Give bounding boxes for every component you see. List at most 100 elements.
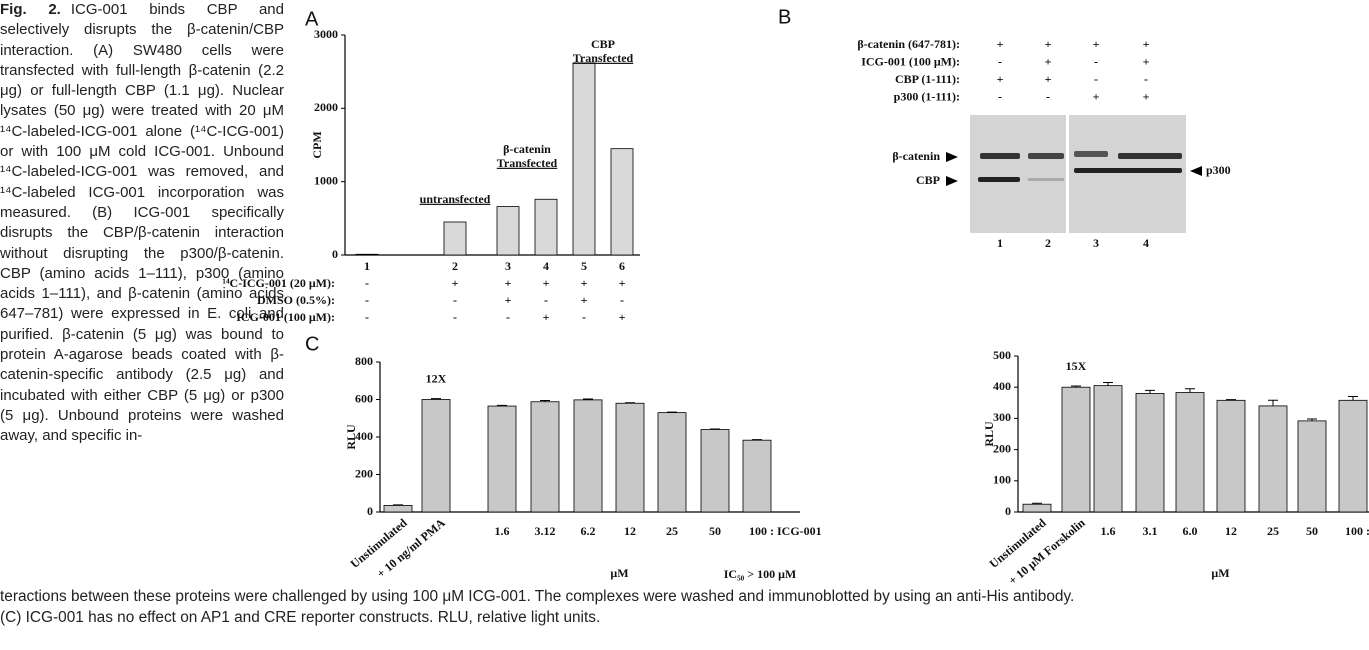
row-sign: +	[997, 37, 1004, 51]
y-tick-label: 400	[993, 379, 1011, 393]
y-axis-title: CPM	[310, 131, 324, 158]
arrow	[1190, 166, 1202, 176]
x-tick-label: 5	[581, 259, 587, 273]
y-tick-label: 2000	[314, 100, 338, 114]
row-sign: -	[1094, 54, 1098, 68]
y-tick-label: 200	[355, 466, 373, 480]
x-tick-label: 1.6	[1101, 524, 1116, 538]
x-tick-label: 12	[624, 524, 636, 538]
bar	[1217, 400, 1245, 512]
condition-sign: -	[506, 310, 510, 324]
bar	[1298, 421, 1326, 512]
x-tick-label: 3	[505, 259, 511, 273]
condition-sign: -	[544, 293, 548, 307]
page: Fig. 2.ICG-001 binds CBP and selectively…	[0, 0, 1369, 650]
condition-sign: +	[543, 276, 550, 290]
x-axis-title: μM	[610, 566, 628, 580]
bar	[616, 403, 644, 512]
error-bar	[625, 403, 635, 404]
x-tick-label: 3.12	[535, 524, 556, 538]
error-bar	[752, 440, 762, 441]
caption-line: teractions between these proteins were c…	[0, 587, 1074, 607]
row-sign: +	[1143, 54, 1150, 68]
note: IC₅₀ > 100 μM	[1284, 582, 1357, 585]
arrow	[946, 176, 958, 186]
x-tick-label: 50	[1306, 524, 1318, 538]
condition-sign: +	[452, 276, 459, 290]
condition-sign: -	[453, 310, 457, 324]
band-label: CBP	[916, 173, 940, 187]
bar	[658, 413, 686, 512]
x-tick-label: 1	[364, 259, 370, 273]
y-axis-title: RLU	[344, 424, 358, 450]
error-bar	[1348, 397, 1358, 401]
row-sign: +	[1093, 37, 1100, 51]
bar	[1023, 504, 1051, 512]
condition-sign: -	[582, 310, 586, 324]
note: IC₅₀ > 100 μM	[724, 567, 797, 581]
condition-sign: +	[581, 276, 588, 290]
annotation: β-catenin	[503, 142, 551, 156]
y-tick-label: 0	[367, 504, 373, 518]
x-tick-label: 6.0	[1183, 524, 1198, 538]
condition-sign: -	[620, 293, 624, 307]
y-tick-label: 0	[1005, 504, 1011, 518]
y-tick-label: 100	[993, 473, 1011, 487]
row-sign: +	[1093, 89, 1100, 103]
bar	[384, 505, 412, 512]
y-axis-title: RLU	[982, 421, 996, 447]
bar	[611, 149, 633, 255]
bar	[573, 63, 595, 255]
y-tick-label: 0	[332, 247, 338, 261]
error-bar	[393, 505, 403, 506]
x-tick-label: 25	[666, 524, 678, 538]
y-tick-label: 1000	[314, 173, 338, 187]
bar	[444, 222, 466, 255]
row-sign: -	[1144, 72, 1148, 86]
condition-sign: -	[365, 293, 369, 307]
x-axis-title: μM	[1211, 566, 1229, 580]
row-label: CBP (1-111):	[895, 72, 960, 86]
fold-label: 12X	[426, 371, 447, 385]
row-sign: +	[1143, 89, 1150, 103]
x-tick-label: 50	[709, 524, 721, 538]
panel-label: C	[305, 333, 319, 355]
bar	[1136, 393, 1164, 512]
arrow	[946, 152, 958, 162]
bar	[1176, 393, 1204, 512]
condition-label: ICG-001 (100 μM):	[236, 310, 335, 324]
bar	[701, 430, 729, 513]
bar	[535, 199, 557, 255]
row-sign: +	[1143, 37, 1150, 51]
x-tick-label: 1.6	[495, 524, 510, 538]
y-tick-label: 3000	[314, 27, 338, 41]
blot	[970, 115, 1186, 233]
band-label: p300	[1206, 163, 1231, 177]
lane-label: 4	[1143, 236, 1149, 250]
condition-sign: -	[365, 276, 369, 290]
bar	[531, 402, 559, 512]
annotation: untransfected	[420, 192, 491, 206]
condition-sign: +	[581, 293, 588, 307]
lane-label: 1	[997, 236, 1003, 250]
row-label: p300 (1-111):	[894, 89, 960, 103]
x-tick-label: 2	[452, 259, 458, 273]
fold-label: 15X	[1066, 359, 1087, 373]
bar	[497, 207, 519, 255]
row-sign: +	[1045, 72, 1052, 86]
row-sign: -	[1094, 72, 1098, 86]
row-label: β-catenin (647-781):	[857, 37, 960, 51]
lane-label: 2	[1045, 236, 1051, 250]
x-tick-label: 12	[1225, 524, 1237, 538]
error-bar	[667, 412, 677, 413]
row-sign: +	[997, 72, 1004, 86]
annotation: Transfected	[497, 156, 558, 170]
bar	[1259, 406, 1287, 512]
condition-label: ¹⁴C-ICG-001 (20 μM):	[222, 276, 335, 290]
x-tick-label: 6.2	[581, 524, 596, 538]
annotation: CBP	[591, 37, 615, 51]
x-tick-label: 100 : ICG-001	[749, 524, 822, 538]
panel-label: B	[778, 6, 791, 28]
error-bar	[1103, 383, 1113, 386]
bar	[574, 400, 602, 512]
